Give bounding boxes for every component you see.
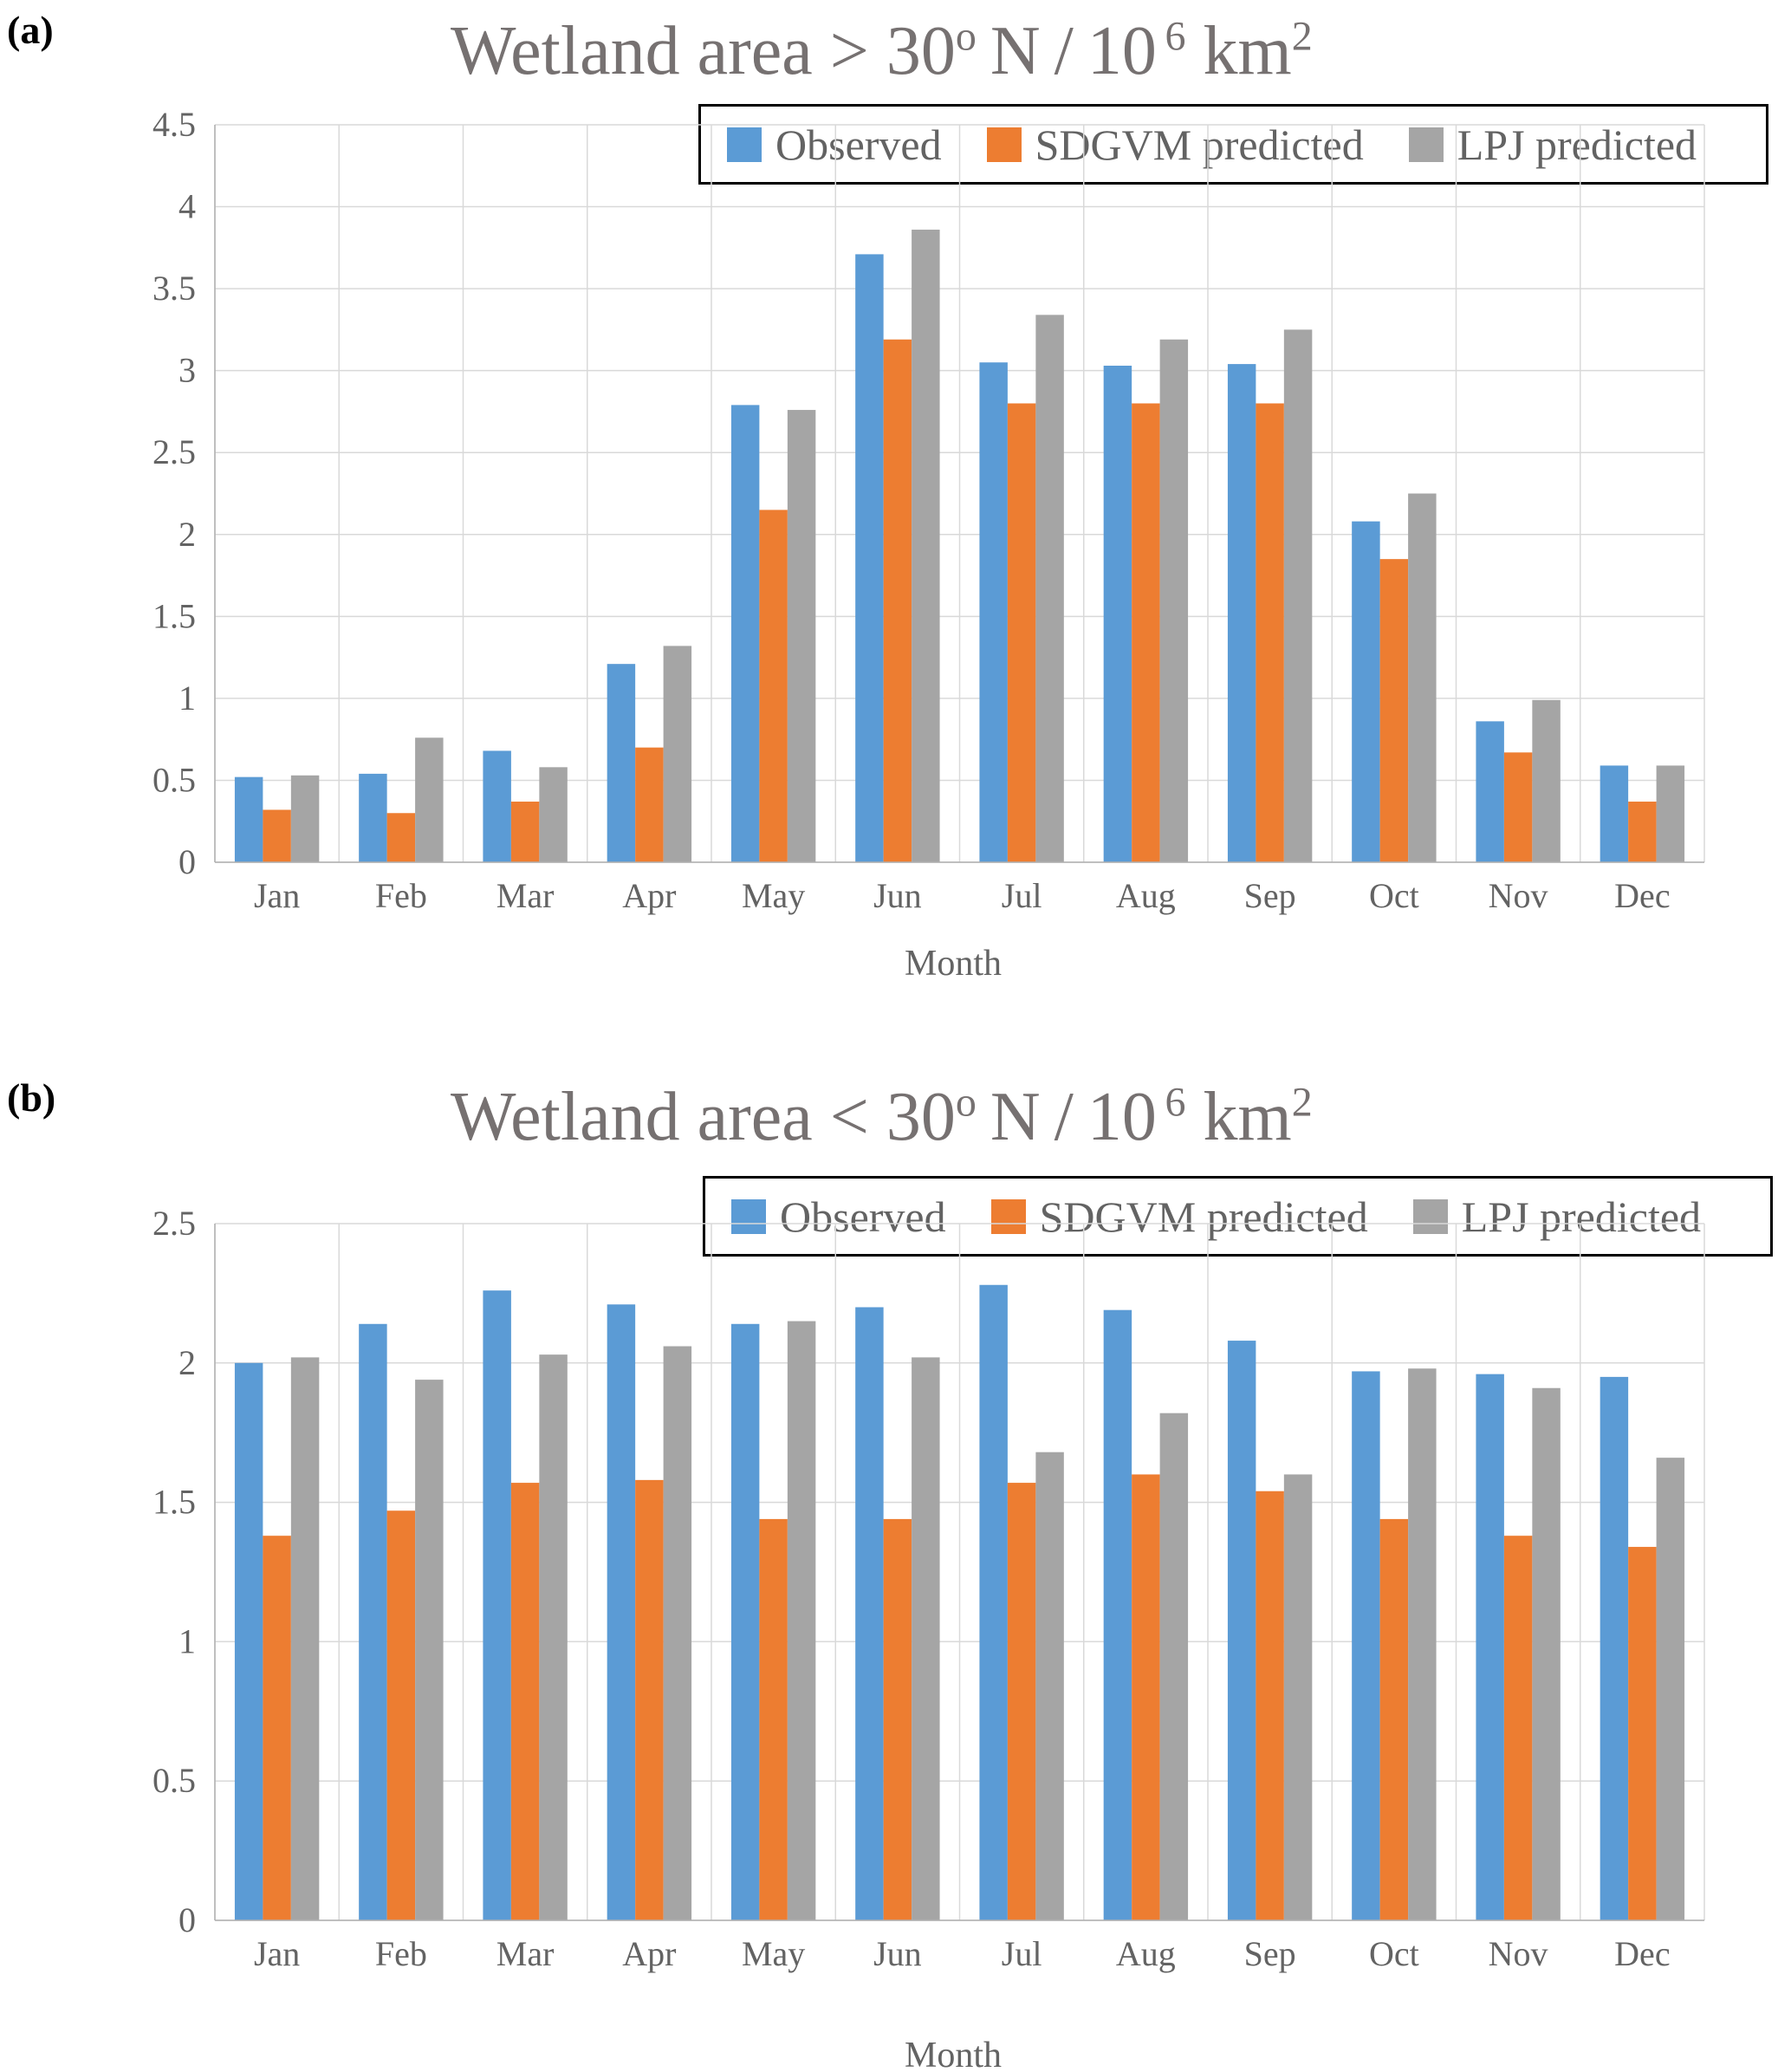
svg-text:0: 0 <box>178 842 196 881</box>
svg-text:Dec: Dec <box>1614 1934 1670 1973</box>
svg-text:Mar: Mar <box>496 1934 555 1973</box>
svg-text:4: 4 <box>178 187 196 226</box>
svg-text:Aug: Aug <box>1116 876 1176 915</box>
svg-text:Sep: Sep <box>1244 1934 1296 1973</box>
svg-text:Mar: Mar <box>496 876 555 915</box>
svg-text:Apr: Apr <box>622 876 676 915</box>
svg-text:May: May <box>742 1934 805 1973</box>
svg-text:1.5: 1.5 <box>152 1483 196 1522</box>
svg-text:Nov: Nov <box>1489 876 1548 915</box>
svg-text:1.5: 1.5 <box>152 596 196 635</box>
svg-text:Jan: Jan <box>254 1934 300 1973</box>
svg-text:3: 3 <box>178 351 196 390</box>
svg-text:1: 1 <box>178 679 196 718</box>
svg-text:2.5: 2.5 <box>152 432 196 471</box>
svg-text:Feb: Feb <box>375 876 427 915</box>
svg-text:1: 1 <box>178 1621 196 1660</box>
svg-text:Jul: Jul <box>1002 876 1042 915</box>
svg-text:4.5: 4.5 <box>152 105 196 144</box>
svg-text:0: 0 <box>178 1900 196 1939</box>
svg-text:0.5: 0.5 <box>152 760 196 799</box>
svg-text:Oct: Oct <box>1369 876 1419 915</box>
svg-text:2: 2 <box>178 1343 196 1382</box>
svg-text:Apr: Apr <box>622 1934 676 1973</box>
svg-text:Jun: Jun <box>873 1934 922 1973</box>
svg-text:Nov: Nov <box>1489 1934 1548 1973</box>
svg-text:Sep: Sep <box>1244 876 1296 915</box>
svg-text:May: May <box>742 876 805 915</box>
svg-text:2: 2 <box>178 515 196 554</box>
svg-text:Jul: Jul <box>1002 1934 1042 1973</box>
svg-text:Dec: Dec <box>1614 876 1670 915</box>
svg-text:2.5: 2.5 <box>152 1204 196 1243</box>
svg-text:Jun: Jun <box>873 876 922 915</box>
svg-text:0.5: 0.5 <box>152 1761 196 1800</box>
svg-text:Oct: Oct <box>1369 1934 1419 1973</box>
svg-text:Feb: Feb <box>375 1934 427 1973</box>
svg-text:Jan: Jan <box>254 876 300 915</box>
svg-text:Aug: Aug <box>1116 1934 1176 1973</box>
svg-text:3.5: 3.5 <box>152 269 196 308</box>
